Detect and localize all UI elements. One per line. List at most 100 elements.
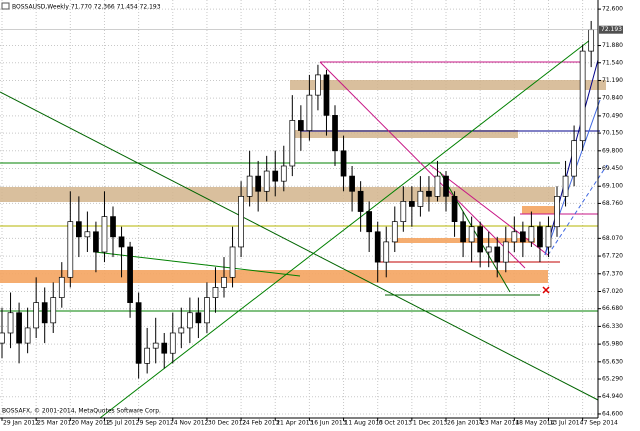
candle-body (212, 287, 219, 298)
marker (542, 286, 550, 294)
candle-body (485, 246, 492, 253)
last-price-label: 72.193 (601, 26, 622, 33)
candle-body (349, 175, 355, 192)
x-tick-label: 21 Apr 2013 (276, 420, 313, 427)
y-tick-label: 68.070 (602, 235, 623, 242)
copyright: BOSSAFX, © 2001-2014, MetaQuotes Softwar… (2, 408, 161, 415)
x-tick-label: 7 Sep 2014 (584, 420, 618, 427)
y-tick-label: 67.020 (602, 288, 623, 295)
x-tick-label: 9 Sep 2012 (140, 420, 174, 427)
x-tick-label: 11 Aug 2013 (345, 420, 384, 427)
candle-body (118, 236, 125, 248)
x-tick-label: 30 Dec 2012 (208, 420, 247, 427)
candle-body (306, 94, 313, 131)
candle-body (468, 226, 475, 243)
candle-body (58, 276, 65, 298)
candle-body (255, 175, 262, 192)
candle-body (195, 312, 202, 324)
candle-body (477, 226, 484, 253)
candle-body (33, 302, 40, 329)
x-tick-label: 18 May 2014 (515, 420, 554, 427)
y-tick-label: 67.370 (602, 270, 623, 277)
candle-body (272, 170, 279, 182)
candle-body (50, 297, 57, 324)
candle-body (511, 231, 518, 243)
y-tick-label: 69.450 (602, 165, 623, 172)
zone (290, 80, 606, 90)
x-tick-label: 25 Mar 2012 (37, 420, 75, 427)
candle-body (24, 327, 31, 344)
candle-body (76, 221, 82, 238)
x-tick-label: 16 Jun 2013 (310, 420, 346, 427)
trend-line (544, 99, 601, 256)
zone (0, 187, 555, 202)
candle-body (152, 342, 159, 349)
candle-body (289, 120, 296, 167)
candle-body (84, 231, 91, 238)
candle-body (246, 175, 253, 197)
x-tick-label: 6 Oct 2013 (379, 420, 412, 427)
y-tick-label: 66.680 (602, 305, 623, 312)
candle-body (340, 150, 347, 177)
candle-body (93, 231, 99, 253)
y-tick-label: 71.190 (602, 77, 623, 84)
candle-body (545, 226, 552, 248)
y-tick-label: 70.490 (602, 112, 623, 119)
trend-line (439, 171, 511, 293)
candle-body (238, 195, 244, 248)
trend-line (429, 164, 549, 256)
grid (0, 0, 598, 418)
candle-body (383, 241, 390, 263)
trend-line (0, 91, 599, 401)
drawings (0, 39, 608, 419)
candle-body (562, 175, 569, 197)
y-tick-label: 66.330 (602, 323, 623, 330)
y-tick-label: 64.600 (602, 410, 623, 417)
candle-body (263, 170, 270, 192)
y-tick-label: 67.720 (602, 253, 623, 260)
candle-body (443, 175, 449, 197)
candle-body (229, 246, 236, 278)
x-tick-label: 13 Jul 2014 (549, 420, 583, 427)
candle-body (315, 74, 321, 96)
chart-title: BOSSAUSD,Weekly 71.770 72.366 71.454 72.… (12, 4, 161, 11)
trend-line (547, 164, 608, 256)
candle-body (366, 211, 373, 233)
candle-body (41, 302, 48, 324)
candles (0, 20, 595, 379)
candle-body (16, 312, 22, 344)
candle-body (0, 332, 5, 344)
zone (0, 270, 548, 283)
candle-body (374, 231, 381, 263)
candle-body (127, 246, 133, 303)
candle-body (426, 190, 432, 197)
axes: 72.600 71.880 71.540 71.190 70.840 70.490 70.1… (0, 6, 623, 427)
candle-body (554, 195, 560, 228)
candle-body (579, 50, 586, 142)
y-tick-label: 65.630 (602, 358, 623, 365)
x-tick-label: 23 Mar 2014 (481, 420, 519, 427)
y-tick-label: 65.980 (602, 341, 623, 348)
candle-body (357, 190, 364, 212)
candle-body (434, 175, 441, 197)
candle-body (571, 140, 577, 177)
candle-body (323, 74, 330, 116)
trend-line (99, 39, 591, 419)
candle-body (400, 201, 407, 223)
candle-body (67, 221, 74, 278)
x-tick-label: 29 Jan 2012 (3, 420, 39, 427)
x-tick-label: 1 Dec 2013 (413, 420, 448, 427)
candle-body (391, 221, 398, 243)
candle-body (332, 115, 338, 152)
candle-body (204, 297, 210, 324)
y-tick-label: 69.100 (602, 183, 623, 190)
candle-body (178, 327, 185, 334)
zone (290, 130, 518, 138)
y-tick-label: 65.290 (602, 376, 623, 383)
candle-body (161, 342, 168, 354)
candle-body (280, 165, 287, 182)
candle-body (409, 201, 415, 207)
candle-body (135, 302, 142, 364)
